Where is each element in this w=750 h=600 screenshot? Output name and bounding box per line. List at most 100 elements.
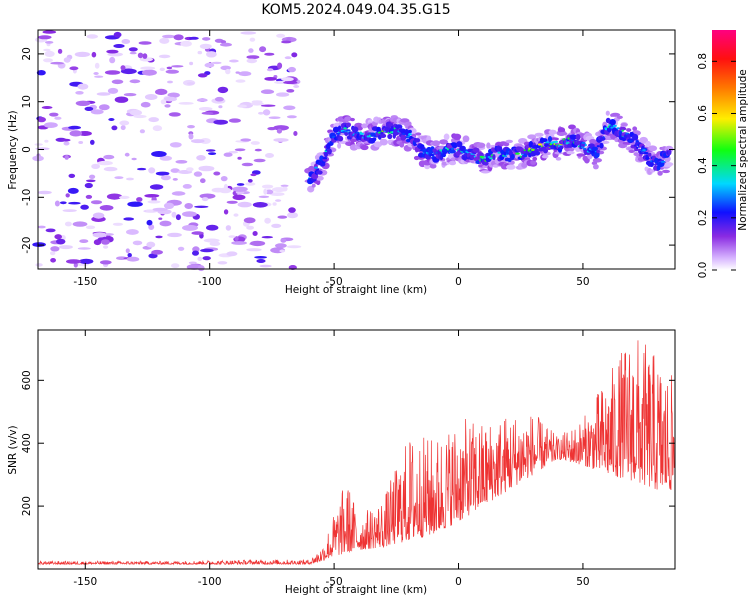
heatmap-cell — [534, 132, 544, 137]
heatmap-cell — [261, 184, 274, 189]
heatmap-cell — [223, 183, 228, 190]
heatmap-cell — [50, 61, 64, 65]
heatmap-cell — [137, 52, 144, 59]
heatmap-cell — [147, 200, 161, 204]
snr-y-axis: 200 400 600 — [21, 370, 675, 516]
heatmap-cell — [648, 145, 658, 152]
heatmap-cell — [120, 125, 126, 131]
heatmap-cell — [38, 35, 52, 40]
y-tick-label: 400 — [21, 433, 33, 453]
heatmap-cell — [541, 154, 549, 159]
heatmap-cell — [232, 186, 248, 192]
heatmap-cell — [186, 167, 194, 172]
heatmap-cell — [228, 118, 241, 123]
heatmap-cell — [151, 151, 167, 157]
heatmap-cell — [270, 192, 285, 197]
heatmap-cell — [60, 138, 71, 142]
heatmap-cell — [142, 53, 148, 59]
heatmap-cell — [259, 46, 267, 53]
heatmap-cell — [452, 133, 462, 140]
heatmap-cell — [200, 178, 206, 184]
heatmap-cell — [86, 34, 99, 39]
snr-frame — [37, 329, 676, 570]
heatmap-cell — [155, 88, 168, 95]
heatmap-cell — [553, 140, 559, 143]
heatmap-cell — [202, 37, 211, 41]
heatmap-cell — [43, 58, 53, 63]
heatmap-cell — [198, 165, 215, 172]
heatmap-cell — [197, 73, 208, 78]
heatmap-cell — [237, 201, 252, 208]
heatmap-cell — [225, 68, 231, 75]
heatmap-cell — [566, 150, 575, 155]
heatmap-cell — [218, 105, 223, 109]
heatmap-cell — [599, 142, 604, 149]
heatmap-cell — [200, 138, 211, 144]
heatmap-cell — [202, 256, 211, 261]
colorbar-tick-label: 0.0 — [697, 262, 709, 279]
heatmap-cell — [246, 248, 262, 252]
heatmap-cell — [211, 187, 225, 193]
heatmap-cell — [68, 173, 76, 178]
heatmap-cell — [322, 157, 328, 160]
heatmap-cell — [226, 251, 238, 257]
snr-panel: -150 -100 -50 0 50 200 400 600 Height of strai… — [7, 329, 676, 596]
heatmap-cell — [568, 124, 576, 130]
colorbar-ticks: 0.0 0.2 0.4 0.6 0.8 — [697, 53, 736, 278]
heatmap-cell — [355, 131, 360, 134]
heatmap-cell — [346, 129, 351, 132]
heatmap-cell — [220, 40, 227, 44]
heatmap-cell — [196, 155, 206, 161]
heatmap-cell — [125, 248, 130, 254]
heatmap-x-label: Height of straight line (km) — [285, 284, 427, 296]
heatmap-cell — [519, 155, 523, 158]
heatmap-cell — [229, 59, 239, 63]
heatmap-cell — [86, 179, 96, 183]
heatmap-cell — [443, 133, 450, 141]
heatmap-cell — [258, 195, 270, 198]
heatmap-cell — [138, 41, 152, 45]
heatmap-cell — [91, 51, 97, 58]
heatmap-cell — [476, 142, 486, 149]
heatmap-cell — [63, 57, 71, 63]
heatmap-cell — [351, 126, 359, 133]
heatmap-cell — [317, 168, 320, 171]
heatmap-cell — [64, 221, 72, 227]
heatmap-cell — [167, 80, 173, 84]
heatmap-cell — [256, 259, 266, 263]
heatmap-cell — [408, 129, 412, 134]
heatmap-cell — [129, 79, 141, 84]
heatmap-cell — [264, 52, 275, 56]
heatmap-cell — [232, 194, 246, 201]
heatmap-cell — [626, 128, 632, 132]
heatmap-cell — [293, 85, 300, 88]
heatmap-cell — [56, 238, 66, 245]
heatmap-cell — [602, 136, 605, 139]
heatmap-cell — [639, 136, 648, 144]
heatmap-cell — [145, 209, 154, 213]
heatmap-cell — [187, 125, 195, 129]
heatmap-cell — [415, 132, 422, 136]
heatmap-cell — [503, 142, 510, 147]
x-tick-label: -100 — [198, 276, 222, 288]
heatmap-cell — [616, 115, 623, 120]
heatmap-cell — [148, 117, 159, 123]
heatmap-cell — [99, 260, 112, 265]
heatmap-cell — [69, 66, 79, 71]
heatmap-cell — [277, 215, 288, 219]
heatmap-cell — [548, 129, 557, 135]
heatmap-cell — [632, 126, 638, 131]
heatmap-cell — [103, 245, 109, 249]
heatmap-cell — [245, 182, 256, 186]
heatmap-cell — [581, 141, 586, 145]
heatmap-cell — [275, 243, 287, 249]
heatmap-cell — [456, 141, 463, 148]
colorbar-tick-label: 0.6 — [697, 105, 709, 122]
heatmap-cell — [350, 117, 355, 122]
heatmap-cell — [45, 41, 54, 44]
heatmap-cell — [54, 116, 62, 120]
heatmap-cell — [605, 110, 610, 116]
heatmap-cell — [198, 107, 213, 111]
heatmap-cell — [470, 153, 476, 160]
heatmap-cell — [241, 162, 254, 167]
